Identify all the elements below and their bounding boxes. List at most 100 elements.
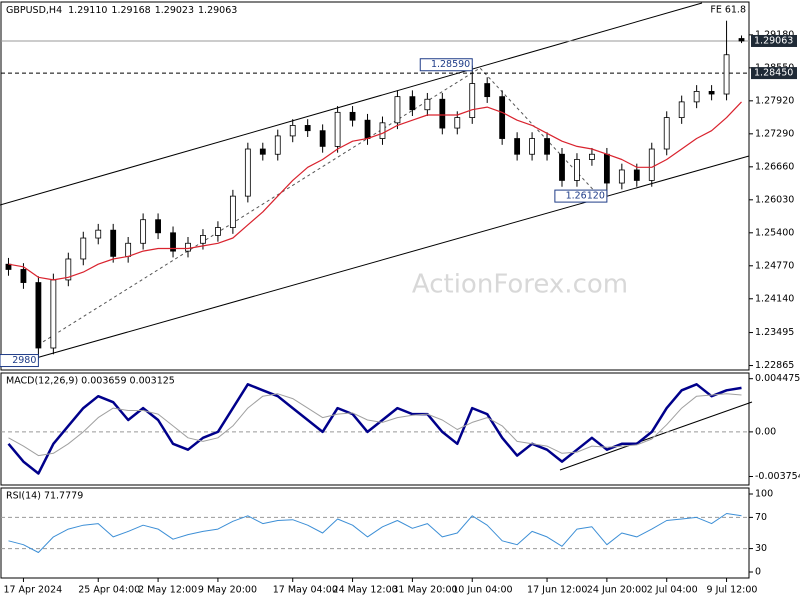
y-tick-label: 30 xyxy=(755,543,767,554)
ohlc-open: 1.29110 xyxy=(68,5,107,16)
annotation-label: 1.26120 xyxy=(566,191,605,202)
projection-line xyxy=(37,67,601,346)
y-tick-label: 1.25400 xyxy=(755,227,794,238)
ohlc-low: 1.29023 xyxy=(155,5,194,16)
candle-body xyxy=(35,282,42,349)
y-tick-label: 1.29180 xyxy=(755,29,794,40)
macd-trendline xyxy=(559,401,753,471)
y-tick-label: 1.26030 xyxy=(755,194,794,205)
x-tick-label: 17 Jun 12:00 xyxy=(527,585,587,596)
annotation-box xyxy=(554,189,608,203)
candle-body xyxy=(499,96,506,139)
candle-body xyxy=(155,219,161,234)
series-line xyxy=(8,513,742,553)
y-tick-label: 1.24770 xyxy=(755,260,794,271)
candle-body xyxy=(65,258,72,281)
candle-body xyxy=(738,38,745,42)
candle-body xyxy=(484,83,491,98)
candle-body xyxy=(708,91,715,95)
candle-body xyxy=(20,269,27,283)
y-tick-label: 70 xyxy=(755,512,767,523)
candle-body xyxy=(185,242,191,252)
candle-body xyxy=(544,138,550,155)
candle-body xyxy=(200,235,206,244)
x-tick-label: 10 Jun 04:00 xyxy=(452,585,512,596)
candle-body xyxy=(80,237,87,260)
y-tick-label: 1.23495 xyxy=(755,327,794,338)
candle-body xyxy=(379,122,386,139)
candle-body xyxy=(454,117,461,129)
x-tick-label: 2 May 12:00 xyxy=(138,585,197,596)
y-tick-label: 0 xyxy=(755,566,761,577)
candle-body xyxy=(319,130,326,147)
price-panel xyxy=(0,1,750,371)
y-tick-label: 1.27920 xyxy=(755,95,794,106)
candle-body xyxy=(678,101,685,118)
candle-body xyxy=(663,117,670,150)
candle-body xyxy=(693,91,700,103)
x-tick-label: 24 May 12:00 xyxy=(333,585,398,596)
price-tag-label: 1.29063 xyxy=(754,35,793,46)
y-tick-label: 1.26660 xyxy=(755,161,794,172)
price-header: GBPUSD,H4 1.29110 1.29168 1.29023 1.29063 xyxy=(6,5,237,16)
x-tick-label: 9 Jul 12:00 xyxy=(707,585,758,596)
annotation: 1.26120 xyxy=(554,189,608,203)
x-tick-label: 9 May 20:00 xyxy=(198,585,257,596)
symbol: GBPUSD,H4 xyxy=(6,5,62,16)
candle-body xyxy=(140,219,147,244)
ohlc-high: 1.29168 xyxy=(111,5,150,16)
candle-body xyxy=(334,111,341,147)
y-tick-label: 0.004475 xyxy=(755,373,800,384)
candle-body xyxy=(439,98,446,129)
channel-upper xyxy=(0,2,703,206)
y-tick-label: 1.24140 xyxy=(755,293,794,304)
annotation: 2980 xyxy=(0,354,39,368)
annotation: 1.28590 xyxy=(419,58,473,72)
series-line xyxy=(8,393,742,457)
rsi-title: RSI(14) 71.7779 xyxy=(6,491,83,502)
ohlc-close: 1.29063 xyxy=(198,5,237,16)
fib-label: FE 61.8 xyxy=(710,5,746,16)
price-tag xyxy=(751,67,797,80)
candle-body xyxy=(349,111,356,121)
annotation-box xyxy=(419,58,473,72)
price-tag-label: 1.28450 xyxy=(754,68,793,79)
candle-body xyxy=(229,195,236,228)
x-tick-label: 17 May 04:00 xyxy=(273,585,338,596)
macd-title: MACD(12,26,9) 0.003659 0.003125 xyxy=(6,376,175,387)
candle-body xyxy=(603,153,610,184)
annotation-box xyxy=(0,354,39,368)
candle-body xyxy=(514,138,521,155)
series-line xyxy=(8,101,742,281)
candle-body xyxy=(394,96,401,124)
candle-body xyxy=(274,135,281,155)
candle-body xyxy=(170,232,176,252)
price-tag xyxy=(751,34,797,47)
y-tick-label: 100 xyxy=(755,488,773,499)
watermark: ActionForex.com xyxy=(412,270,628,300)
candle-body xyxy=(648,148,655,181)
candle-body xyxy=(215,227,221,236)
y-tick-label: -0.003754 xyxy=(755,471,800,482)
x-tick-label: 24 Jun 20:00 xyxy=(587,585,647,596)
channel-lower xyxy=(35,155,750,359)
candle-body xyxy=(110,229,117,257)
macd-panel xyxy=(0,372,750,486)
candle-body xyxy=(574,159,580,181)
y-tick-label: 1.22865 xyxy=(755,360,794,371)
candle-body xyxy=(424,98,431,111)
candle-body xyxy=(5,263,12,270)
candle-body xyxy=(529,138,535,155)
rsi-panel xyxy=(0,487,750,579)
candle-body xyxy=(364,119,371,139)
candle-body xyxy=(559,153,565,181)
candle-body xyxy=(289,125,296,137)
candle-body xyxy=(589,153,595,160)
candle-body xyxy=(50,279,57,349)
candle-body xyxy=(125,242,132,257)
candle-body xyxy=(244,148,251,197)
x-tick-label: 31 May 20:00 xyxy=(392,585,457,596)
annotation-label: 2980 xyxy=(12,355,36,366)
